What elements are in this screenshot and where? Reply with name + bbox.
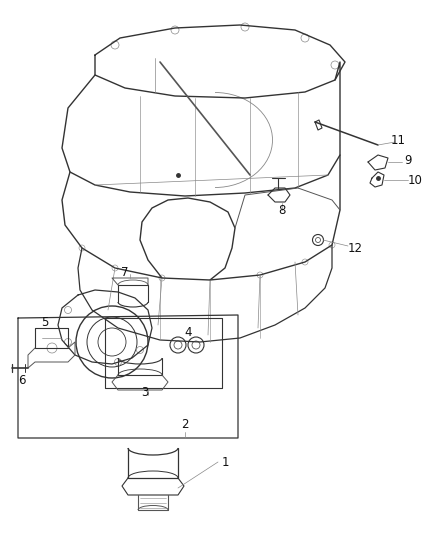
Text: 5: 5: [41, 316, 49, 328]
Text: 10: 10: [408, 174, 422, 187]
Text: 7: 7: [121, 265, 129, 279]
Text: 2: 2: [181, 418, 189, 432]
Text: 8: 8: [278, 204, 286, 216]
Text: 3: 3: [141, 385, 148, 399]
Text: 11: 11: [391, 133, 406, 147]
Text: 4: 4: [184, 326, 192, 338]
Text: 1: 1: [221, 456, 229, 469]
Text: 9: 9: [404, 154, 412, 166]
Text: 6: 6: [18, 374, 26, 386]
Text: 12: 12: [347, 241, 363, 254]
